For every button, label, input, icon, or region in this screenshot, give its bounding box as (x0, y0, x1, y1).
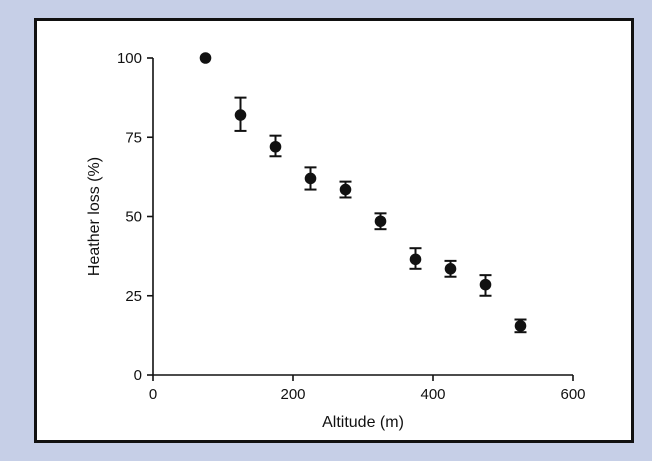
y-axis-label: Heather loss (%) (86, 157, 103, 276)
chart-panel: 0 200 400 600 0 25 50 75 100 Altitude (m) Heath… (34, 18, 634, 443)
data-point (304, 172, 317, 185)
data-point (444, 263, 457, 275)
y-tick-label: 100 (117, 50, 142, 67)
x-tick-label: 400 (420, 386, 445, 403)
y-ticks: 0 25 50 75 100 (117, 50, 153, 384)
data-points (199, 52, 527, 334)
axes (152, 58, 573, 376)
data-point (199, 52, 212, 64)
data-point (479, 278, 492, 291)
x-tick-label: 600 (560, 386, 585, 403)
data-point (339, 183, 352, 196)
x-ticks: 0 200 400 600 (149, 375, 586, 403)
y-tick-label: 75 (125, 129, 142, 146)
data-point (514, 320, 527, 332)
x-tick-label: 0 (149, 386, 157, 403)
x-tick-label: 200 (280, 386, 305, 403)
data-point (409, 253, 422, 266)
y-tick-label: 50 (125, 209, 142, 226)
data-point (234, 109, 247, 121)
scatter-chart: 0 200 400 600 0 25 50 75 100 Altitude (m) Heath… (86, 50, 586, 431)
data-point (269, 140, 282, 153)
y-tick-label: 25 (125, 288, 142, 305)
data-point (374, 215, 387, 228)
x-axis-label: Altitude (m) (322, 414, 404, 431)
y-tick-label: 0 (134, 367, 142, 384)
